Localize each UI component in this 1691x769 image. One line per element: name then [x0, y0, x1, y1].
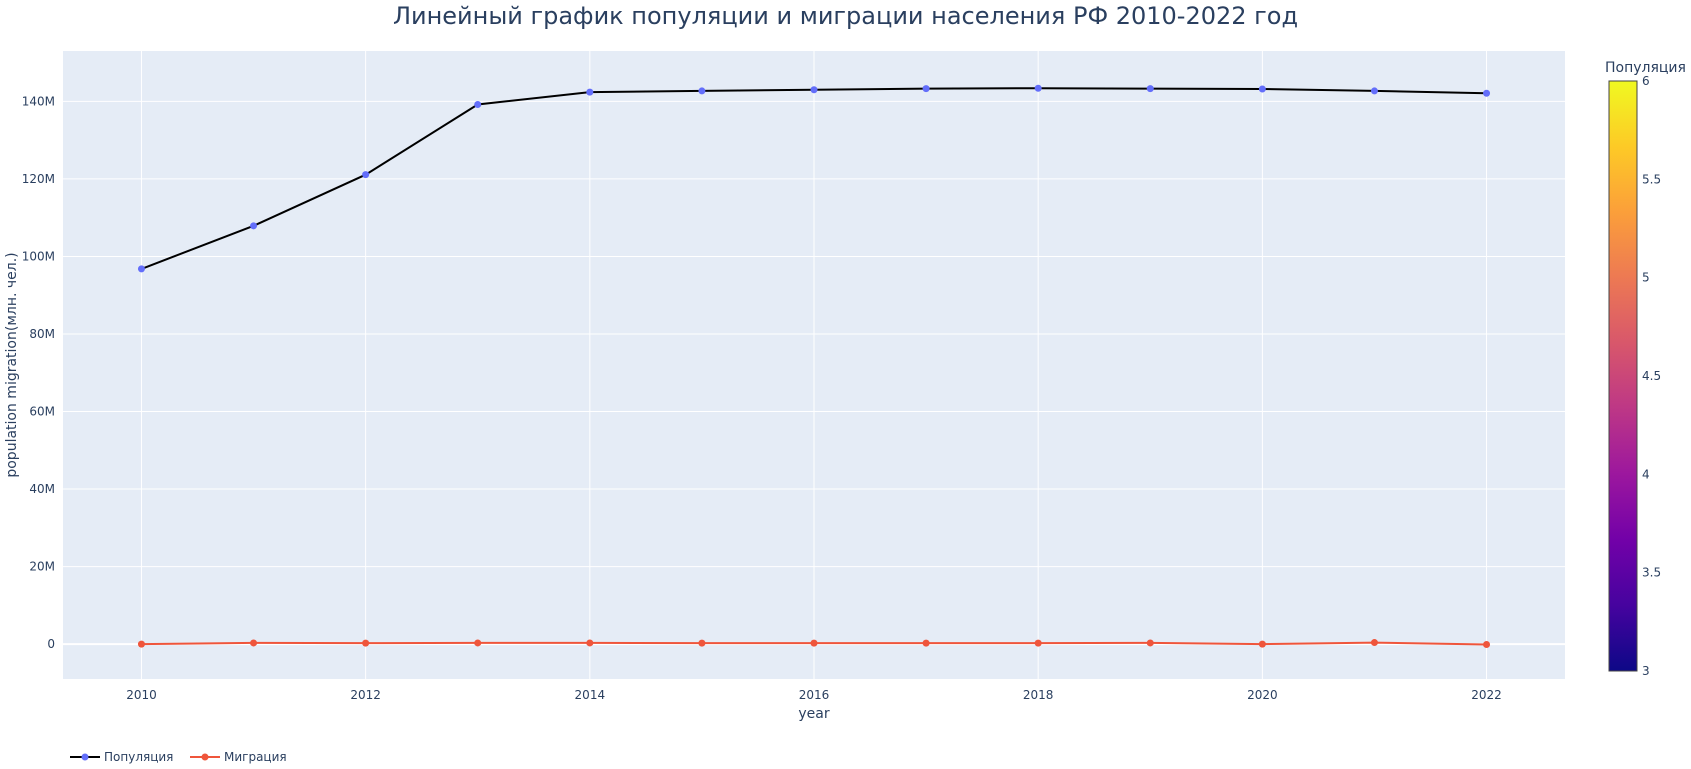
- data-point[interactable]: [1483, 89, 1491, 97]
- legend-marker-swatch: [201, 753, 209, 761]
- colorbar-tick-label: 4.5: [1642, 369, 1661, 383]
- data-point[interactable]: [1370, 87, 1378, 95]
- grid: [63, 51, 1565, 679]
- data-point[interactable]: [1258, 640, 1266, 648]
- x-tick-label: 2018: [1023, 688, 1054, 702]
- data-point[interactable]: [586, 639, 594, 647]
- y-tick-label: 60M: [29, 405, 55, 419]
- legend-item[interactable]: Миграция: [190, 750, 287, 764]
- y-tick-label: 20M: [29, 560, 55, 574]
- data-point[interactable]: [1258, 85, 1266, 93]
- legend-marker-swatch: [81, 753, 89, 761]
- x-tick-label: 2014: [575, 688, 606, 702]
- data-point[interactable]: [1034, 84, 1042, 92]
- x-tick-label: 2012: [350, 688, 381, 702]
- y-tick-label: 0: [47, 637, 55, 651]
- data-point[interactable]: [137, 265, 145, 273]
- data-point[interactable]: [362, 171, 370, 179]
- colorbar-tick-label: 6: [1642, 74, 1650, 88]
- x-tick-label: 2020: [1247, 688, 1278, 702]
- x-tick-label: 2016: [799, 688, 830, 702]
- legend-item[interactable]: Популяция: [70, 750, 173, 764]
- y-axis: 0 20M 40M 60M 80M 100M 120M 140M: [22, 94, 55, 651]
- data-point[interactable]: [250, 639, 258, 647]
- colorbar-tick-label: 5.5: [1642, 172, 1661, 186]
- data-point[interactable]: [137, 640, 145, 648]
- colorbar-tick-label: 5: [1642, 271, 1650, 285]
- colorbar: [1608, 80, 1638, 672]
- colorbar-title: Популяция: [1605, 60, 1686, 76]
- data-point[interactable]: [250, 222, 258, 230]
- y-tick-label: 80M: [29, 327, 55, 341]
- data-point[interactable]: [1483, 640, 1491, 648]
- data-point[interactable]: [810, 86, 818, 94]
- x-axis: 2010 2012 2014 2016 2018 2020 2022: [126, 688, 1502, 702]
- colorbar-tick-label: 3.5: [1642, 566, 1661, 580]
- legend-label: Миграция: [224, 750, 287, 764]
- data-point[interactable]: [586, 88, 594, 96]
- data-point[interactable]: [474, 639, 482, 647]
- data-point[interactable]: [810, 639, 818, 647]
- x-tick-label: 2010: [126, 688, 157, 702]
- data-point[interactable]: [1370, 639, 1378, 647]
- data-point[interactable]: [1146, 85, 1154, 93]
- data-point[interactable]: [1146, 639, 1154, 647]
- y-axis-title: population migration(млн. чел.): [4, 252, 20, 477]
- data-point[interactable]: [362, 639, 370, 647]
- data-point[interactable]: [922, 85, 930, 93]
- y-tick-label: 40M: [29, 482, 55, 496]
- y-tick-label: 100M: [22, 249, 55, 263]
- data-point[interactable]: [474, 100, 482, 108]
- colorbar-tick-label: 4: [1642, 467, 1650, 481]
- y-tick-label: 140M: [22, 94, 55, 108]
- legend[interactable]: Популяция Миграция: [70, 750, 287, 764]
- series-points: [137, 84, 1491, 648]
- data-point[interactable]: [698, 87, 706, 95]
- y-tick-label: 120M: [22, 172, 55, 186]
- x-axis-title: year: [798, 706, 829, 722]
- chart-title: Линейный график популяции и миграции нас…: [393, 2, 1298, 30]
- data-point[interactable]: [922, 639, 930, 647]
- data-point[interactable]: [1034, 639, 1042, 647]
- colorbar-ticks: 3 3.5 4 4.5 5 5.5 6: [1642, 74, 1661, 678]
- legend-label: Популяция: [104, 750, 173, 764]
- x-tick-label: 2022: [1471, 688, 1502, 702]
- data-point[interactable]: [698, 639, 706, 647]
- colorbar-tick-label: 3: [1642, 664, 1650, 678]
